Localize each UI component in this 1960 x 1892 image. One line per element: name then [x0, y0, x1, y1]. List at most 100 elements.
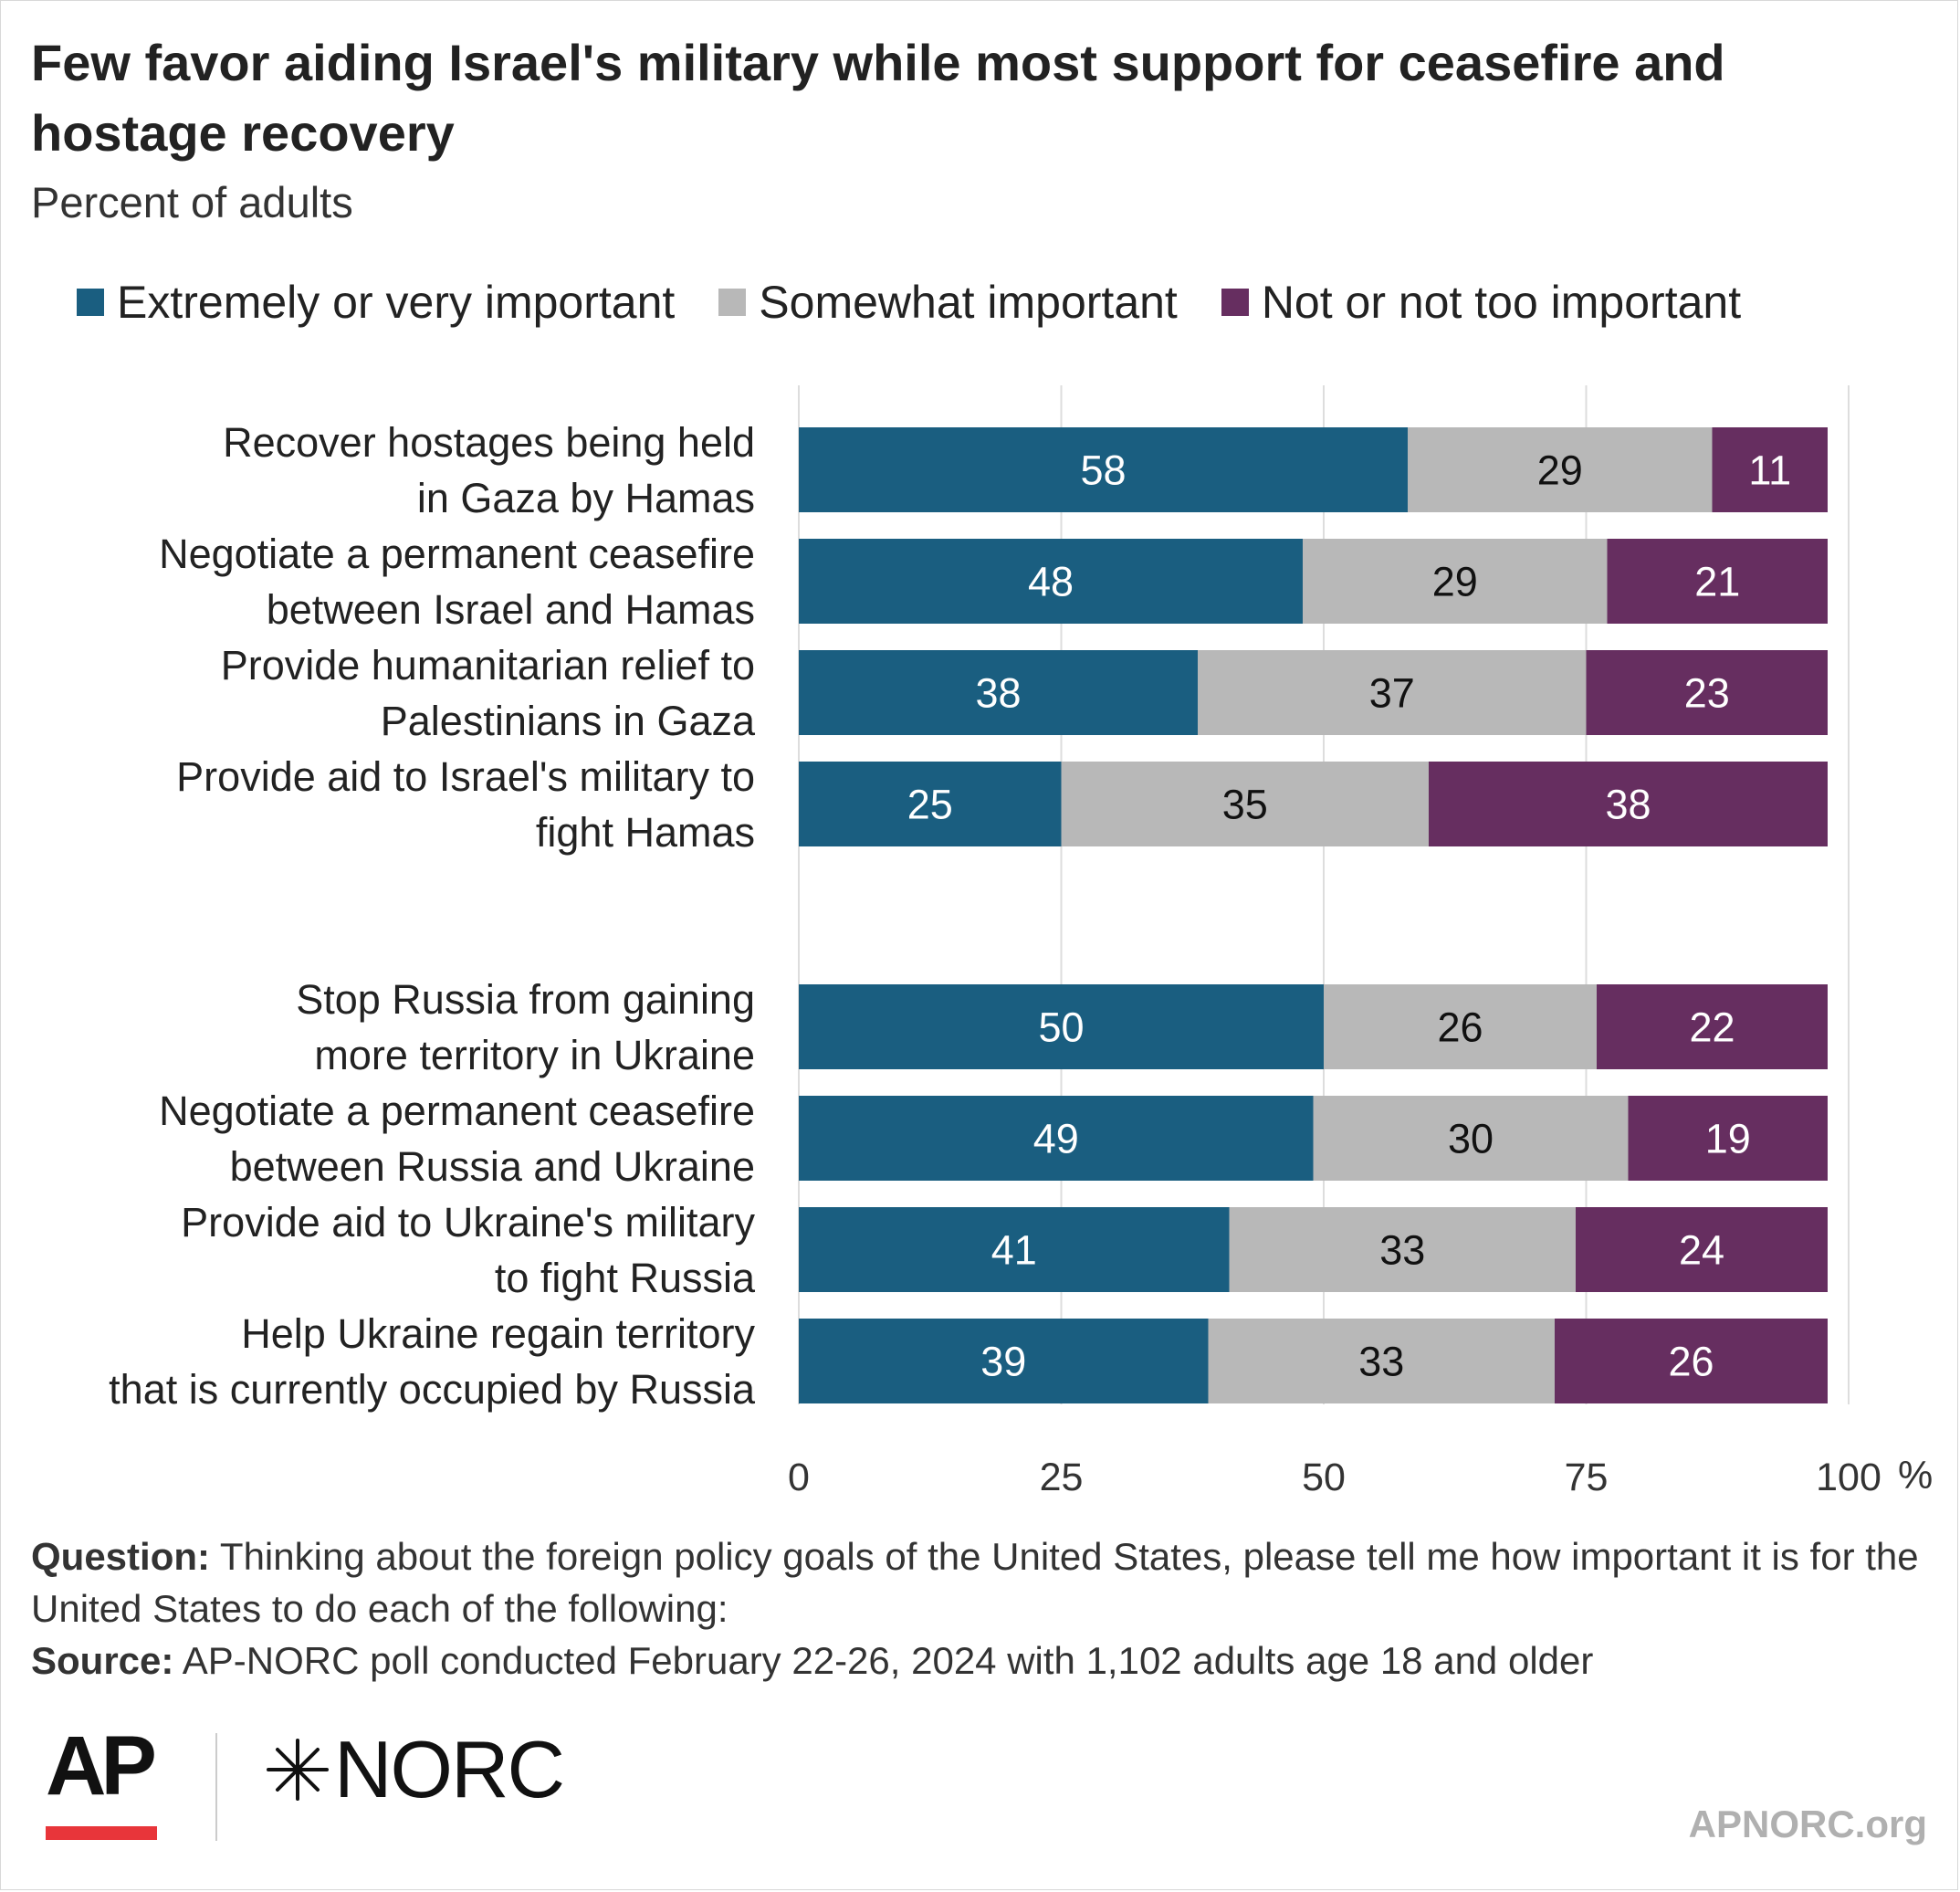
data-label: 29: [1537, 447, 1583, 494]
legend-swatch-extremely: [77, 289, 104, 316]
norc-star-icon: [267, 1739, 329, 1801]
category-label: Provide aid to Ukraine's military: [181, 1199, 755, 1246]
x-tick-label: 25: [1040, 1456, 1084, 1499]
bar-segment-not: [1628, 1096, 1828, 1181]
bar-segment-extremely: [799, 762, 1062, 846]
data-label: 35: [1222, 782, 1268, 828]
data-label: 23: [1684, 670, 1730, 717]
x-axis-unit: %: [1898, 1454, 1933, 1498]
data-label: 49: [1033, 1116, 1079, 1162]
bar-segment-extremely: [799, 984, 1324, 1069]
bar-segment-not: [1607, 539, 1828, 624]
bar-segment-somewhat: [1061, 762, 1429, 846]
data-label: 19: [1705, 1116, 1751, 1162]
category-label: fight Hamas: [536, 809, 755, 856]
data-label: 30: [1448, 1116, 1494, 1162]
data-label: 26: [1437, 1004, 1483, 1051]
category-label: Negotiate a permanent ceasefire: [159, 1088, 755, 1134]
category-label: Recover hostages being held: [223, 419, 755, 466]
bar-chart: 58 29 11 48 29 21 38 37 23 25 35 38 50 26 22 49 30 19 41 33…: [109, 385, 1933, 1499]
chart-notes: Question: Thinking about the foreign pol…: [31, 1530, 1930, 1687]
data-label: 25: [907, 782, 953, 828]
x-tick-label: 0: [788, 1456, 810, 1499]
legend-item-not: Not or not too important: [1221, 276, 1741, 329]
bar-segment-somewhat: [1313, 1096, 1629, 1181]
category-label: between Russia and Ukraine: [230, 1143, 755, 1190]
category-label: between Israel and Hamas: [267, 586, 755, 633]
category-label: to fight Russia: [495, 1255, 756, 1301]
data-label: 50: [1038, 1004, 1084, 1051]
bar-segment-somewhat: [1303, 539, 1608, 624]
data-label: 26: [1668, 1339, 1714, 1385]
category-label: Negotiate a permanent ceasefire: [159, 531, 755, 577]
x-tick-label: 50: [1302, 1456, 1346, 1499]
ap-logo-text: AP: [46, 1719, 157, 1813]
category-label: Provide humanitarian relief to: [221, 642, 755, 688]
category-label: that is currently occupied by Russia: [109, 1366, 756, 1413]
bar-segment-not: [1712, 427, 1828, 512]
source-note: Source: AP-NORC poll conducted February …: [31, 1634, 1930, 1687]
question-note: Question: Thinking about the foreign pol…: [31, 1530, 1930, 1634]
data-label: 58: [1080, 447, 1126, 494]
data-label: 11: [1748, 447, 1791, 494]
source-label: Source:: [31, 1639, 174, 1682]
legend-label-extremely: Extremely or very important: [117, 277, 676, 328]
legend-swatch-not: [1221, 289, 1249, 316]
data-label: 39: [980, 1339, 1026, 1385]
category-label: Provide aid to Israel's military to: [176, 753, 755, 800]
bar-segment-extremely: [799, 650, 1198, 735]
chart-title: Few favor aiding Israel's military while…: [31, 34, 1725, 162]
data-label: 21: [1694, 559, 1740, 605]
bar-segment-not: [1429, 762, 1828, 846]
category-label: more territory in Ukraine: [314, 1032, 755, 1078]
legend-label-somewhat: Somewhat important: [759, 277, 1178, 328]
x-tick-label: 100: [1816, 1456, 1881, 1499]
bar-segment-somewhat: [1208, 1319, 1555, 1403]
category-label: Palestinians in Gaza: [381, 698, 756, 744]
bar-segment-somewhat: [1229, 1207, 1576, 1292]
data-label: 22: [1689, 1004, 1735, 1051]
bar-segment-not: [1586, 650, 1828, 735]
bar-segment-somewhat: [1408, 427, 1713, 512]
logo-divider: [215, 1733, 217, 1841]
norc-logo-text: NORC: [334, 1724, 565, 1814]
legend-item-somewhat: Somewhat important: [718, 276, 1178, 329]
data-label: 33: [1358, 1339, 1404, 1385]
legend-item-extremely: Extremely or very important: [77, 276, 675, 329]
bar-segment-extremely: [799, 539, 1303, 624]
data-label: 37: [1369, 670, 1415, 717]
bar-segment-extremely: [799, 1096, 1314, 1181]
bar-segment-not: [1555, 1319, 1828, 1403]
source-text: AP-NORC poll conducted February 22-26, 2…: [182, 1639, 1594, 1682]
x-axis-ticks: 0 25 50 75 100%: [788, 1454, 1933, 1499]
data-label: 38: [1605, 782, 1651, 828]
bar-segment-not: [1597, 984, 1828, 1069]
bar-segment-extremely: [799, 1207, 1230, 1292]
legend-label-not: Not or not too important: [1261, 277, 1742, 328]
ap-logo: AP: [46, 1724, 160, 1840]
question-text: Thinking about the foreign policy goals …: [31, 1535, 1919, 1630]
bars: 58 29 11 48 29 21 38 37 23 25 35 38 50 26 22 49 30 19 41 33…: [799, 427, 1828, 1403]
data-label: 38: [975, 670, 1021, 717]
norc-logo: NORC: [265, 1724, 565, 1815]
x-tick-label: 75: [1565, 1456, 1609, 1499]
category-label: in Gaza by Hamas: [417, 475, 755, 521]
bar-segment-extremely: [799, 427, 1408, 512]
data-label: 41: [991, 1227, 1037, 1274]
bar-segment-somewhat: [1198, 650, 1587, 735]
data-label: 24: [1679, 1227, 1724, 1274]
bar-segment-somewhat: [1324, 984, 1597, 1069]
legend-swatch-somewhat: [718, 289, 747, 316]
category-labels: Recover hostages being held in Gaza by Ha…: [109, 419, 756, 1413]
ap-logo-underline: [46, 1826, 157, 1840]
data-label: 29: [1432, 559, 1478, 605]
question-label: Question:: [31, 1535, 210, 1578]
data-label: 48: [1028, 559, 1074, 605]
chart-legend: Extremely or very important Somewhat imp…: [77, 270, 1741, 334]
chart-subtitle: Percent of adults: [31, 178, 353, 226]
site-url: APNORC.org: [1688, 1803, 1927, 1845]
category-label: Help Ukraine regain territory: [241, 1310, 755, 1357]
bar-segment-not: [1576, 1207, 1828, 1292]
bar-segment-extremely: [799, 1319, 1209, 1403]
